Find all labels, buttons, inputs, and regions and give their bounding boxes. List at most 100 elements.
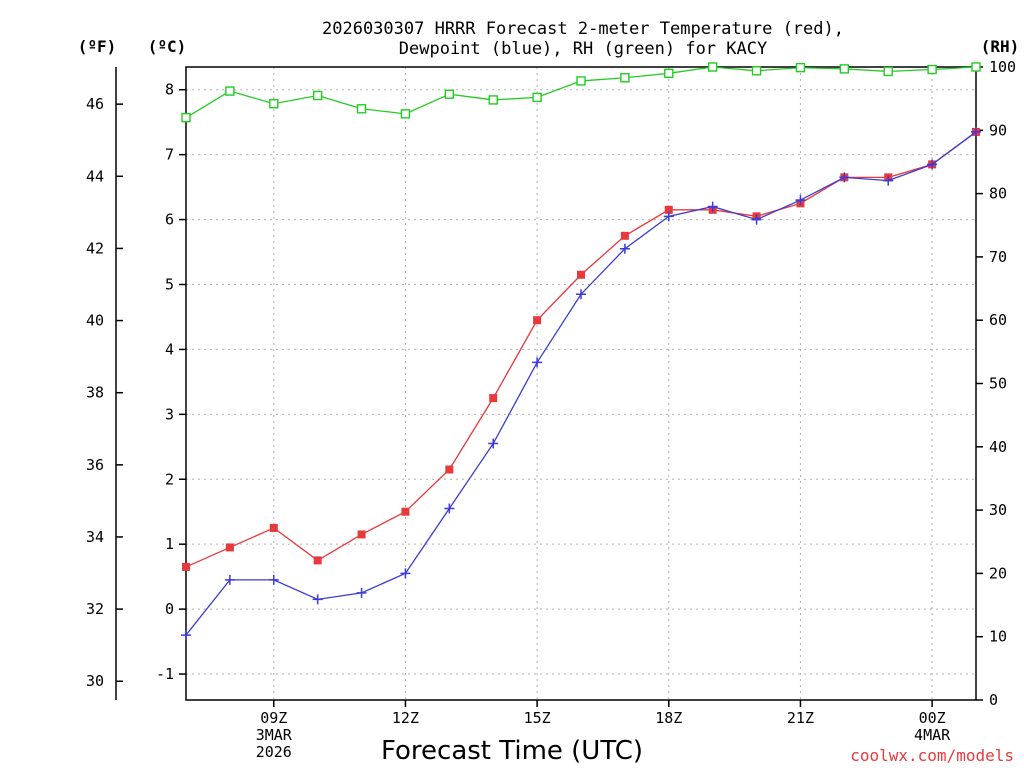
rh-point [576, 76, 586, 86]
rh-point [751, 66, 762, 76]
temperature-point [533, 316, 542, 325]
series-rh [181, 62, 981, 123]
temperature-point [357, 530, 366, 539]
rh-point [356, 104, 367, 114]
rh-point [927, 64, 937, 75]
data-series [181, 62, 981, 641]
x-axis-label: Forecast Time (UTC) [381, 736, 643, 766]
dewpoint-point [532, 357, 543, 368]
rh-point [971, 62, 981, 72]
dewpoint-point [751, 214, 762, 225]
rh-tick-label: 70 [989, 248, 1007, 266]
series-dewpoint [181, 126, 981, 641]
celsius-tick-label: 7 [165, 146, 174, 164]
x-tick-label: 3MAR [256, 726, 293, 744]
celsius-tick-label: 2 [165, 470, 174, 488]
fahrenheit-tick-label: 46 [86, 95, 104, 113]
x-tick-label: 00Z [919, 709, 946, 727]
rh-tick-label: 50 [989, 375, 1007, 393]
rh-point [839, 64, 850, 74]
dewpoint-point [576, 289, 586, 300]
rh-point [269, 99, 279, 109]
celsius-tick-label: 5 [165, 275, 174, 293]
plot-frame [185, 66, 977, 701]
temperature-line [185, 131, 977, 568]
celsius-tick-label: 0 [165, 600, 174, 618]
rh-tick-label: 30 [989, 501, 1007, 519]
celsius-tick-label: 8 [165, 81, 174, 99]
celsius-tick-label: 4 [165, 340, 174, 358]
chart-title-line1: 2026030307 HRRR Forecast 2-meter Tempera… [322, 19, 844, 39]
dewpoint-point [795, 195, 806, 206]
dewpoint-point [312, 594, 323, 605]
dewpoint-point [181, 630, 191, 641]
axes [115, 66, 983, 707]
rh-point [312, 90, 323, 101]
grid-lines [186, 67, 976, 700]
rh-point [883, 66, 893, 77]
fahrenheit-tick-label: 38 [86, 384, 104, 402]
rh-tick-label: 0 [989, 691, 998, 709]
dewpoint-point [356, 587, 367, 598]
fahrenheit-tick-label: 32 [86, 600, 104, 618]
chart-title-line2: Dewpoint (blue), RH (green) for KACY [399, 39, 767, 59]
rh-point [532, 92, 542, 103]
x-tick-label: 18Z [655, 709, 682, 727]
fahrenheit-tick-label: 34 [86, 528, 104, 546]
temperature-point [489, 394, 498, 403]
temperature-point [664, 205, 673, 214]
dewpoint-point [971, 126, 981, 137]
dewpoint-point [663, 211, 674, 222]
temperature-point [401, 507, 410, 516]
x-tick-label: 2026 [256, 743, 292, 761]
rh-point [620, 73, 630, 83]
dewpoint-point [444, 503, 455, 514]
rh-point [707, 62, 718, 72]
celsius-tick-label: 6 [165, 211, 174, 229]
rh-tick-label: 90 [989, 121, 1007, 139]
rh-unit-label: (RH) [981, 37, 1020, 56]
rh-point [444, 89, 455, 99]
credit-link[interactable]: coolwx.com/models [850, 746, 1014, 765]
rh-point [664, 68, 674, 79]
dewpoint-point [268, 574, 279, 585]
rh-tick-label: 60 [989, 311, 1007, 329]
temperature-point [445, 465, 454, 474]
celsius-tick-label: -1 [156, 665, 174, 683]
celsius-unit-label: (ºC) [148, 37, 187, 56]
rh-tick-label: 100 [989, 58, 1016, 76]
rh-line [185, 66, 977, 119]
rh-point [795, 62, 806, 73]
x-tick-label: 4MAR [914, 726, 951, 744]
temperature-point [577, 270, 585, 279]
dewpoint-point [224, 574, 235, 585]
dewpoint-point [883, 175, 894, 186]
rh-point [488, 95, 498, 105]
rh-point [400, 109, 411, 119]
fahrenheit-unit-label: (ºF) [78, 37, 117, 56]
dewpoint-point [839, 172, 850, 183]
dewpoint-line [185, 131, 977, 636]
temperature-point [269, 523, 278, 532]
x-tick-label: 09Z [260, 709, 287, 727]
x-tick-label: 21Z [787, 709, 814, 727]
celsius-tick-label: 3 [165, 405, 174, 423]
x-tick-label: 15Z [524, 709, 551, 727]
fahrenheit-tick-label: 44 [86, 167, 104, 185]
temperature-point [182, 562, 190, 571]
dewpoint-point [400, 568, 411, 579]
rh-tick-label: 20 [989, 564, 1007, 582]
dewpoint-point [488, 438, 499, 449]
dewpoint-point [927, 159, 938, 170]
fahrenheit-tick-label: 30 [86, 672, 104, 690]
rh-point [225, 86, 235, 96]
fahrenheit-tick-label: 42 [86, 239, 104, 257]
celsius-tick-label: 1 [165, 535, 174, 553]
temperature-point [620, 231, 629, 240]
dewpoint-point [707, 201, 718, 212]
temperature-point [313, 556, 322, 565]
rh-tick-label: 40 [989, 438, 1007, 456]
dewpoint-point [619, 243, 630, 254]
fahrenheit-tick-label: 36 [86, 456, 104, 474]
